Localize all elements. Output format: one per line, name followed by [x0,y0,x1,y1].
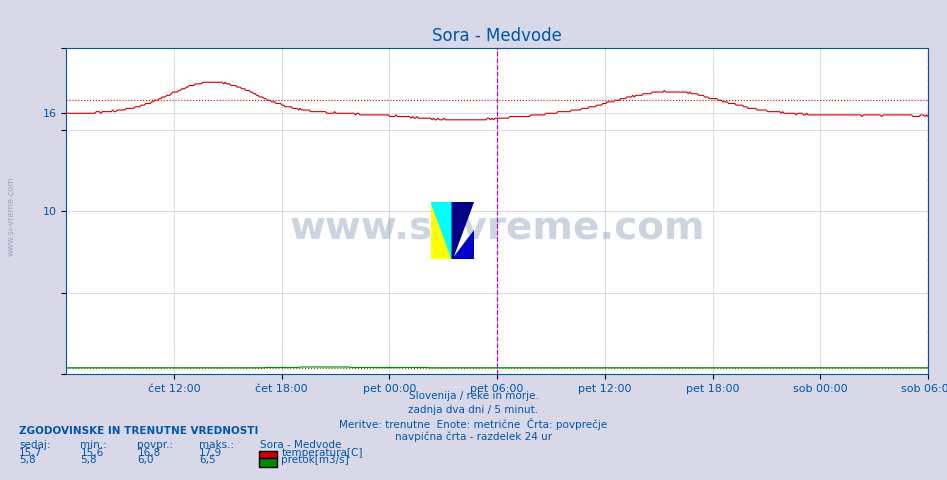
Text: sedaj:: sedaj: [19,440,50,450]
Polygon shape [431,202,453,259]
Text: 5,8: 5,8 [80,455,98,465]
Text: maks.:: maks.: [199,440,234,450]
Text: 17,9: 17,9 [199,447,223,457]
Text: Meritve: trenutne  Enote: metrične  Črta: povprečje: Meritve: trenutne Enote: metrične Črta: … [339,418,608,430]
Text: ZGODOVINSKE IN TRENUTNE VREDNOSTI: ZGODOVINSKE IN TRENUTNE VREDNOSTI [19,426,259,436]
Text: 15,6: 15,6 [80,447,104,457]
Text: 6,5: 6,5 [199,455,216,465]
Text: 16,8: 16,8 [137,447,161,457]
Text: min.:: min.: [80,440,107,450]
Polygon shape [453,230,474,259]
Text: povpr.:: povpr.: [137,440,173,450]
Text: zadnja dva dni / 5 minut.: zadnja dva dni / 5 minut. [408,405,539,415]
Text: 15,7: 15,7 [19,447,43,457]
Text: www.si-vreme.com: www.si-vreme.com [7,176,16,256]
Text: 6,0: 6,0 [137,455,153,465]
Bar [431,202,453,259]
Text: Sora - Medvode: Sora - Medvode [260,440,342,450]
Text: 5,8: 5,8 [19,455,36,465]
Title: Sora - Medvode: Sora - Medvode [432,27,563,45]
Text: www.si-vreme.com: www.si-vreme.com [290,208,705,247]
Text: navpična črta - razdelek 24 ur: navpična črta - razdelek 24 ur [395,432,552,442]
Polygon shape [453,202,474,259]
Text: temperatura[C]: temperatura[C] [281,447,363,457]
Text: pretok[m3/s]: pretok[m3/s] [281,455,349,465]
Text: Slovenija / reke in morje.: Slovenija / reke in morje. [408,391,539,401]
